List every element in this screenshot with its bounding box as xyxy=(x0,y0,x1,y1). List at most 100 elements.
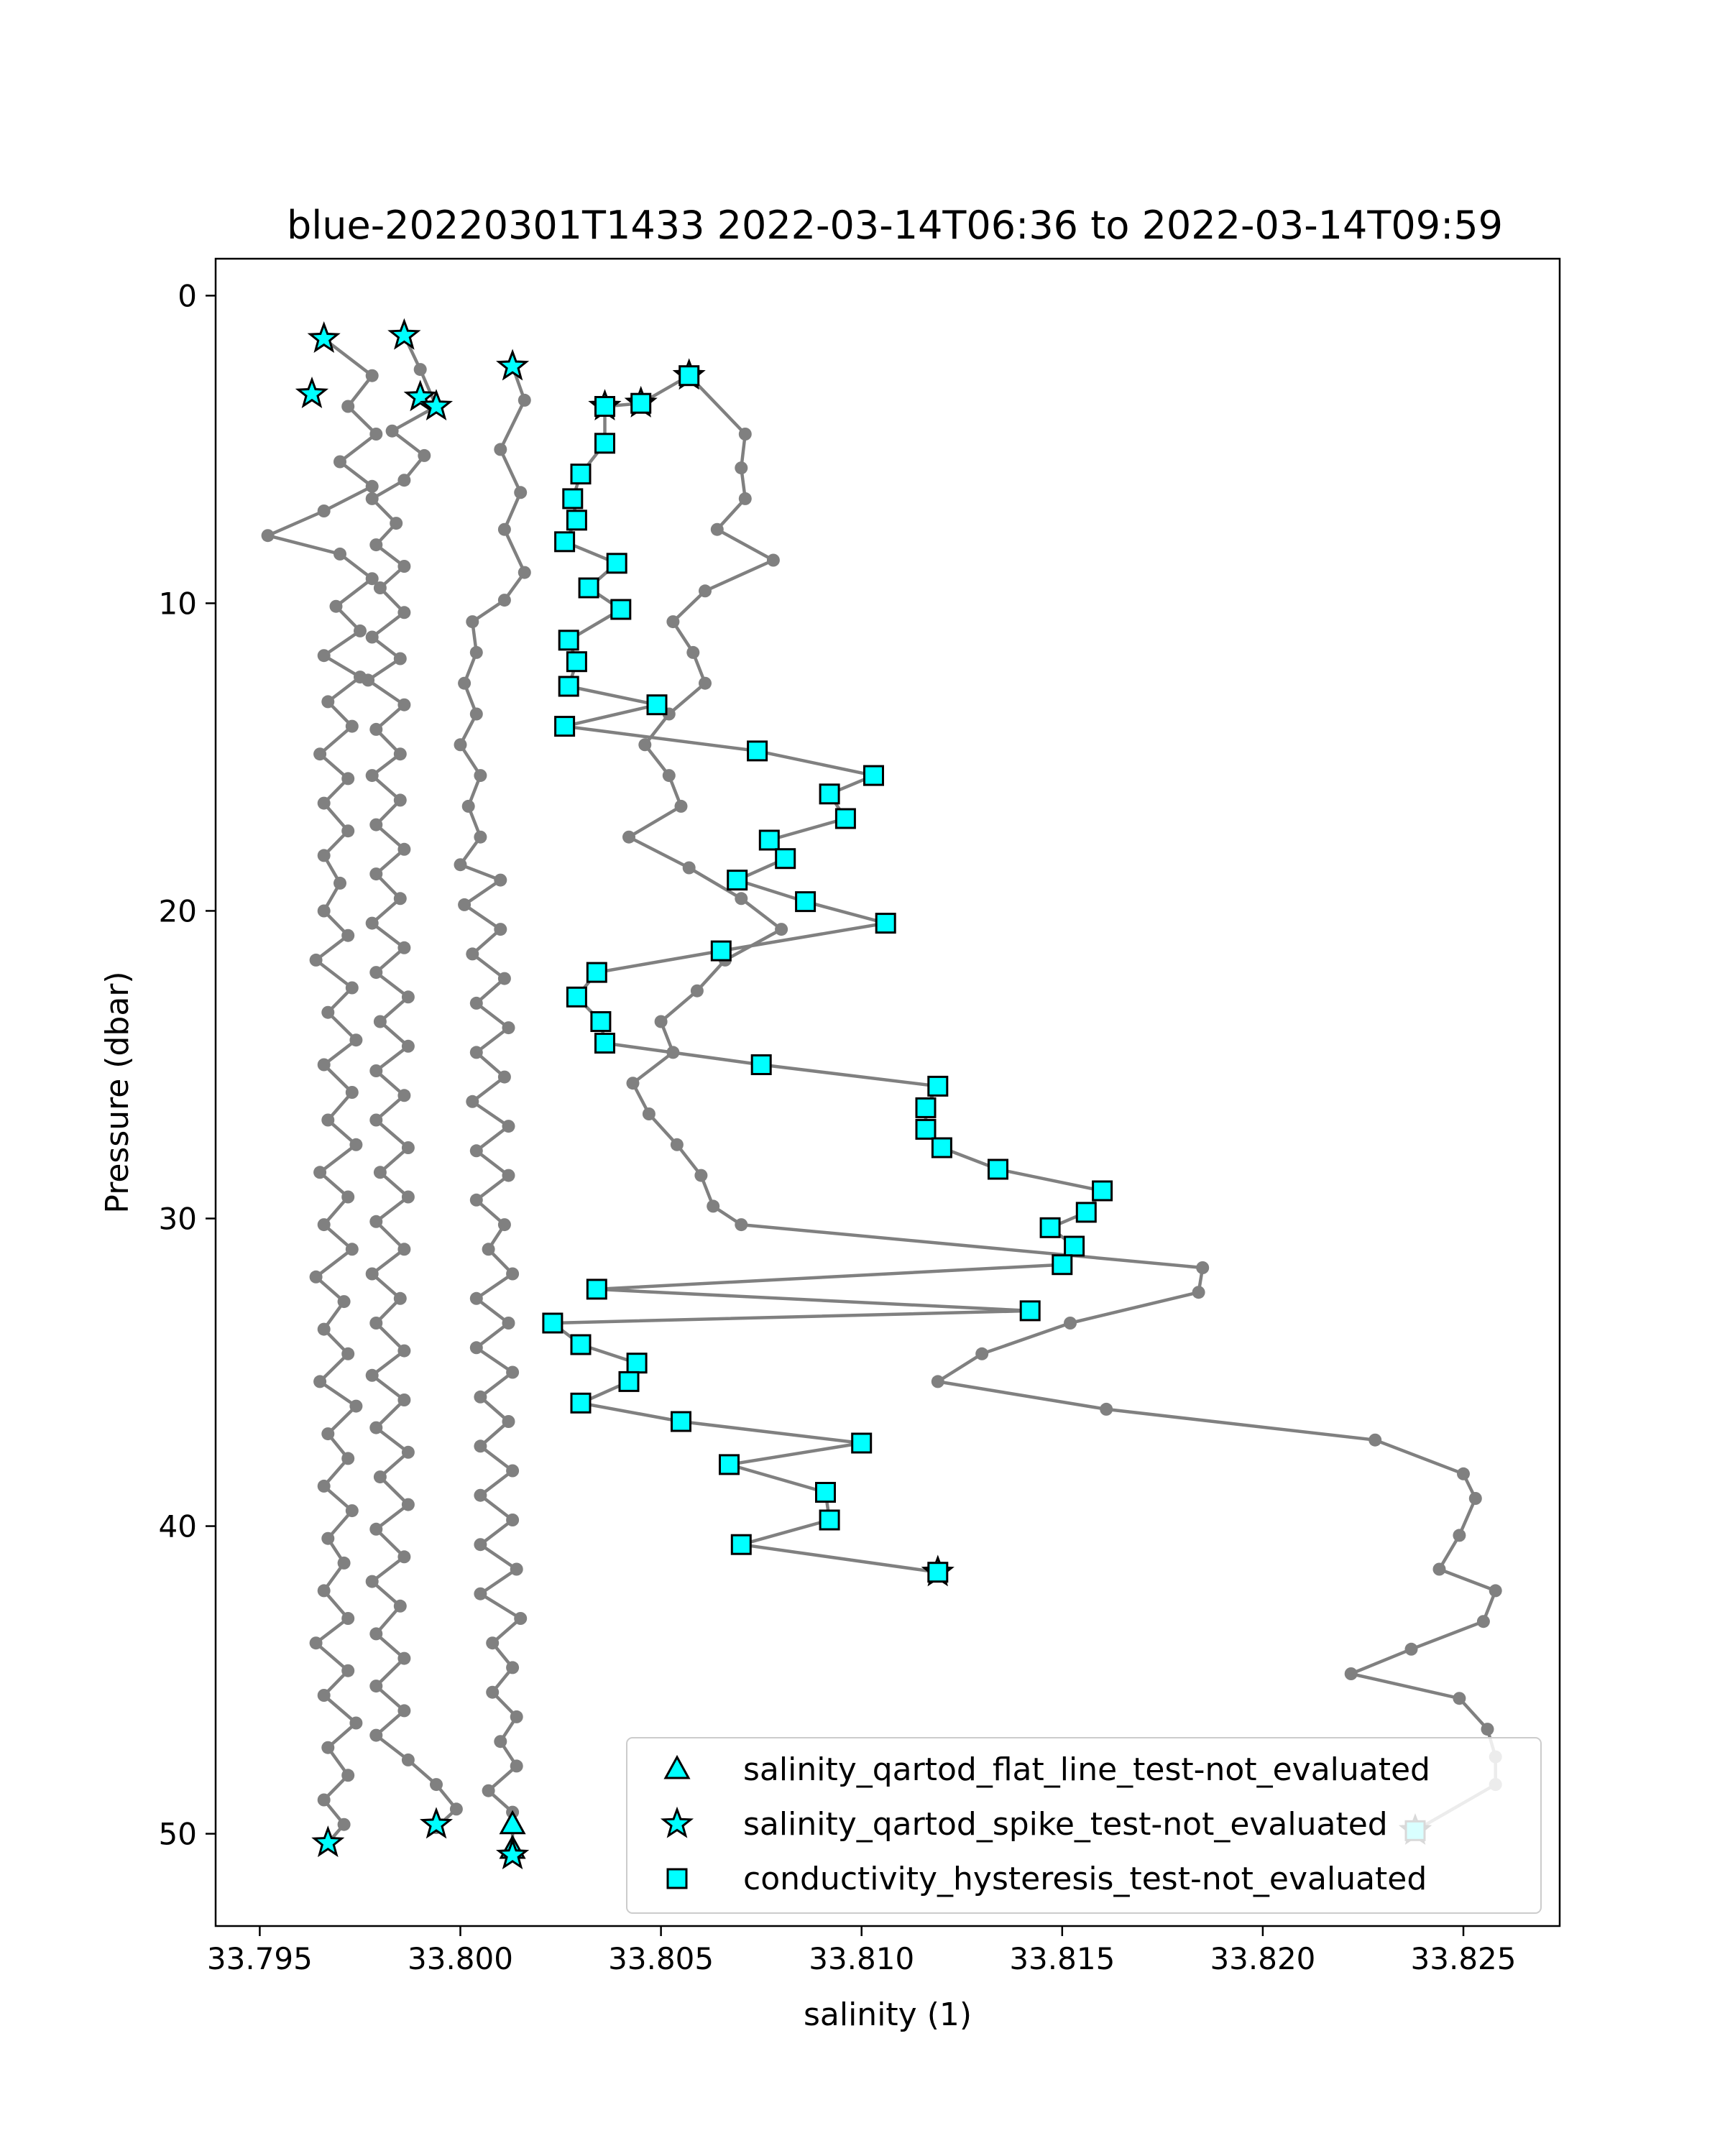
profile-point xyxy=(401,1445,415,1459)
profile-point xyxy=(494,443,507,456)
profile-point xyxy=(506,1267,520,1281)
profile-point xyxy=(393,892,407,906)
profile-point xyxy=(317,649,331,663)
profile-point xyxy=(369,722,383,736)
legend-square-marker xyxy=(666,1868,688,1889)
profile-point xyxy=(710,522,724,536)
profile-point xyxy=(497,1070,511,1084)
profile-line-2 xyxy=(366,335,459,1829)
profile-point xyxy=(682,861,696,875)
profile-point xyxy=(401,990,415,1004)
square-qc-marker xyxy=(570,464,592,485)
qc-markers-layer xyxy=(295,318,1432,1870)
legend: salinity_qartod_flat_line_test-not_evalu… xyxy=(626,1737,1542,1914)
profile-point xyxy=(1196,1261,1210,1274)
profile-point xyxy=(369,818,383,831)
square-qc-marker xyxy=(863,765,884,786)
profile-point xyxy=(486,1636,500,1650)
square-qc-marker xyxy=(566,986,587,1008)
profile-point xyxy=(506,1661,520,1674)
profile-point xyxy=(393,793,407,807)
square-qc-marker xyxy=(915,1118,937,1140)
profile-point xyxy=(502,1169,515,1182)
profile-line-5 xyxy=(551,406,1104,1574)
legend-triangle-marker xyxy=(663,1754,691,1779)
profile-point xyxy=(1453,1692,1466,1705)
profile-point xyxy=(497,594,511,607)
profile-point xyxy=(397,606,411,619)
y-tick-label: 0 xyxy=(178,278,197,313)
square-qc-marker xyxy=(542,1312,564,1334)
profile-point xyxy=(365,630,379,644)
profile-point xyxy=(401,1039,415,1053)
profile-point xyxy=(341,1347,355,1360)
profile-point xyxy=(518,566,531,579)
profile-point xyxy=(334,547,346,561)
profiles-layer xyxy=(261,329,1502,1862)
profile-point xyxy=(345,719,359,733)
x-tick-label: 33.820 xyxy=(1210,1941,1315,1976)
profile-point xyxy=(309,1636,323,1650)
profile-point xyxy=(738,428,752,441)
profile-point xyxy=(766,553,780,567)
profile-point xyxy=(931,1375,944,1388)
x-axis-label: salinity (1) xyxy=(804,1996,972,2033)
profile-point xyxy=(699,584,712,598)
x-tick-label: 33.810 xyxy=(809,1941,914,1976)
square-qc-marker xyxy=(727,870,748,891)
profile-point xyxy=(321,695,335,709)
square-qc-marker xyxy=(834,808,856,829)
profile-point xyxy=(317,1058,331,1072)
profile-point xyxy=(397,1344,411,1358)
profile-point xyxy=(474,1390,487,1404)
profile-point xyxy=(1432,1562,1446,1576)
profile-point xyxy=(735,892,748,906)
profile-point xyxy=(418,448,431,462)
square-qc-marker xyxy=(750,1054,772,1075)
profile-point xyxy=(309,953,323,967)
profile-point xyxy=(642,1107,656,1120)
profile-point xyxy=(497,522,511,536)
square-qc-marker xyxy=(566,651,587,673)
star-qc-marker xyxy=(311,1825,345,1858)
x-axis: 33.795 33.800 33.805 33.810 33.815 33.820 33.8… xyxy=(207,1926,1517,1976)
profile-point xyxy=(466,947,479,961)
square-qc-marker xyxy=(730,1534,752,1555)
square-qc-marker xyxy=(1039,1217,1061,1238)
chart-title: blue-20220301T1433 2022-03-14T06:36 to 2… xyxy=(287,203,1503,248)
profile-point xyxy=(397,474,411,487)
profile-point xyxy=(686,645,700,659)
profile-point xyxy=(474,769,487,783)
profile-point xyxy=(1468,1492,1482,1505)
profile-point xyxy=(373,581,387,594)
y-tick-label: 50 xyxy=(159,1817,197,1852)
profile-point xyxy=(775,923,788,936)
profile-point xyxy=(365,916,379,930)
legend-box xyxy=(626,1737,1542,1914)
profile-point xyxy=(317,1689,331,1702)
profile-point xyxy=(397,1393,411,1406)
square-qc-marker xyxy=(1075,1202,1097,1223)
profile-point xyxy=(401,1190,415,1204)
star-qc-marker xyxy=(496,349,530,381)
profile-point xyxy=(313,1375,327,1388)
profile-point xyxy=(317,849,331,862)
profile-point xyxy=(393,1291,407,1305)
profile-point xyxy=(337,1556,351,1570)
square-qc-marker xyxy=(710,940,732,962)
square-qc-marker xyxy=(590,1011,612,1032)
profile-point xyxy=(514,1612,528,1625)
profile-point xyxy=(317,1479,331,1493)
profile-point xyxy=(369,1317,383,1330)
profile-point xyxy=(354,624,367,637)
profile-point xyxy=(365,769,379,783)
profile-point xyxy=(690,984,704,998)
square-qc-marker xyxy=(594,396,615,417)
profile-point xyxy=(369,1113,383,1127)
profile-point xyxy=(469,707,483,721)
profile-point xyxy=(317,1322,331,1336)
y-tick-label: 30 xyxy=(159,1201,197,1236)
profile-point xyxy=(1192,1286,1205,1299)
profile-point xyxy=(317,505,331,517)
